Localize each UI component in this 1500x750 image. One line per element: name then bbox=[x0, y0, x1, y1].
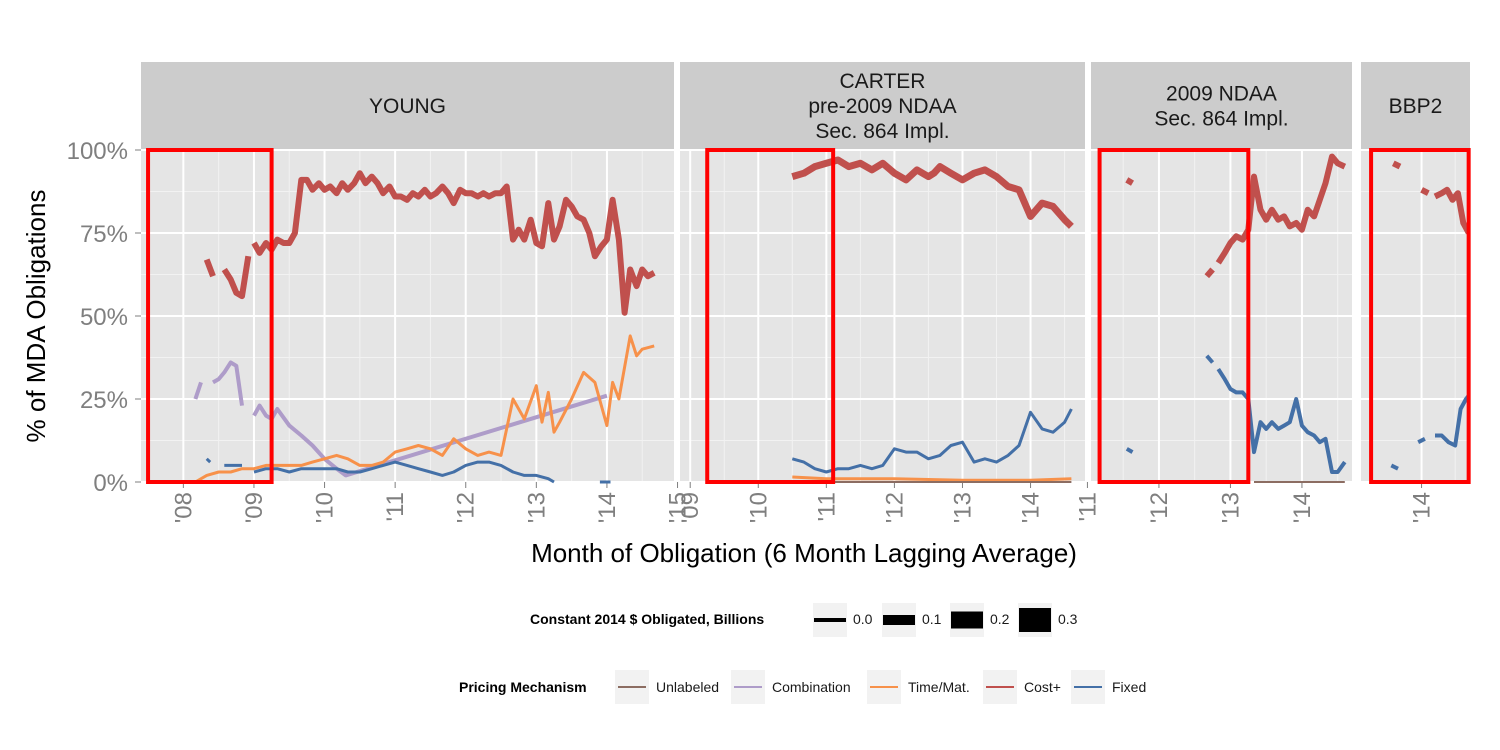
x-tick-label: '13 bbox=[949, 492, 976, 523]
series-line-fixed bbox=[791, 408, 1073, 474]
size-legend-title: Constant 2014 $ Obligated, Billions bbox=[530, 611, 764, 627]
facet-strip bbox=[680, 62, 1085, 150]
series-layer bbox=[1390, 160, 1470, 471]
highlight-box bbox=[705, 148, 836, 484]
facet-strip-label: CARTER bbox=[840, 70, 926, 93]
x-axis-title: Month of Obligation (6 Month Lagging Ave… bbox=[531, 538, 1077, 568]
x-tick-label: '12 bbox=[453, 492, 480, 523]
x-tick-label: '14 bbox=[1409, 492, 1436, 523]
series-layer bbox=[1125, 153, 1347, 483]
highlight-box bbox=[146, 148, 274, 484]
series-line-cost bbox=[791, 156, 1074, 229]
x-tick-label: '10 bbox=[745, 492, 772, 523]
y-tick-label: 50% bbox=[80, 304, 128, 331]
series-layer bbox=[193, 170, 656, 484]
x-tick-label: '12 bbox=[1146, 492, 1173, 523]
x-tick-label: '11 bbox=[813, 492, 840, 522]
size-legend-label: 0.2 bbox=[990, 611, 1010, 627]
x-tick-label: '11 bbox=[382, 492, 409, 522]
highlight-box bbox=[1369, 148, 1471, 484]
y-axis: 0% 25% 50% 75% 100% bbox=[67, 138, 141, 497]
color-legend-label: Unlabeled bbox=[656, 679, 719, 695]
series-line-cost bbox=[203, 258, 216, 278]
series-line-cost bbox=[1433, 186, 1470, 235]
x-tick-label: '09 bbox=[241, 492, 268, 523]
facet-strip-label: YOUNG bbox=[369, 95, 446, 118]
facet-panels: YOUNG'08'09'10'11'12'13'14'15CARTERpre-2… bbox=[141, 62, 1471, 523]
color-legend-label: Cost+ bbox=[1024, 679, 1061, 695]
x-tick-label: '13 bbox=[523, 492, 550, 523]
x-tick-label: '12 bbox=[881, 492, 908, 523]
facet-strip bbox=[141, 62, 674, 150]
facet-panel: BBP2 '14 bbox=[1361, 62, 1471, 523]
facet-strip-label: pre-2009 NDAA bbox=[808, 95, 956, 118]
series-line-fixed bbox=[1205, 354, 1215, 364]
x-tick-label: '10 bbox=[312, 492, 339, 523]
series-line-cost bbox=[1204, 267, 1215, 279]
size-legend-label: 0.1 bbox=[922, 611, 942, 627]
series-line-fixed bbox=[205, 457, 212, 464]
series-line-fixed bbox=[1216, 368, 1347, 474]
series-line-cost bbox=[221, 255, 252, 300]
y-axis-title: % of MDA Obligations bbox=[21, 190, 51, 443]
color-legend-label: Time/Mat. bbox=[908, 679, 970, 695]
color-legend-label: Fixed bbox=[1112, 679, 1146, 695]
x-tick-label: '13 bbox=[1217, 492, 1244, 523]
y-tick-label: 25% bbox=[80, 387, 128, 414]
x-tick-label: '14 bbox=[1018, 492, 1045, 523]
series-line-cost bbox=[251, 170, 656, 316]
series-line-fixed bbox=[1435, 394, 1470, 448]
facet-strip-label: 2009 NDAA bbox=[1166, 83, 1277, 106]
x-tick-label: '14 bbox=[1289, 492, 1316, 523]
x-tick-label: '14 bbox=[594, 492, 621, 523]
series-line-time-mat bbox=[792, 475, 1072, 482]
series-line-time-mat bbox=[194, 334, 655, 484]
series-layer bbox=[791, 156, 1074, 483]
series-line-fixed bbox=[1125, 447, 1134, 454]
color-legend-label: Combination bbox=[772, 679, 851, 695]
series-line-combination bbox=[193, 381, 203, 400]
x-tick-label: '09 bbox=[677, 492, 704, 523]
series-line-cost bbox=[1215, 153, 1347, 265]
size-legend-label: 0.0 bbox=[853, 611, 873, 627]
y-tick-label: 75% bbox=[80, 221, 128, 248]
facet-panel: YOUNG '08 '09 '10 '11 '12 '13 '14 '15 bbox=[141, 62, 692, 523]
color-legend-title: Pricing Mechanism bbox=[459, 679, 587, 695]
highlight-box bbox=[1097, 148, 1251, 484]
series-line-combination bbox=[211, 360, 244, 406]
facet-strip-label: Sec. 864 Impl. bbox=[1154, 108, 1288, 131]
facet-strip bbox=[1091, 62, 1352, 150]
series-line-fixed bbox=[1390, 463, 1399, 471]
x-tick-label: '15 bbox=[665, 492, 692, 523]
y-tick-label: 0% bbox=[93, 470, 128, 497]
facet-strip-label: Sec. 864 Impl. bbox=[815, 120, 949, 143]
series-line-fixed bbox=[1417, 437, 1426, 444]
size-legend-label: 0.3 bbox=[1058, 611, 1078, 627]
size-legend: Constant 2014 $ Obligated, Billions 0.0 0.… bbox=[530, 603, 1078, 637]
series-line-fixed bbox=[253, 460, 555, 484]
series-line-cost bbox=[1125, 177, 1135, 186]
series-line-cost bbox=[1391, 160, 1402, 170]
color-legend: Pricing Mechanism Unlabeled Combination Tim… bbox=[459, 670, 1146, 704]
x-tick-label: '11 bbox=[1074, 492, 1101, 522]
x-tick-label: '08 bbox=[170, 492, 197, 523]
facet-strip bbox=[1361, 62, 1470, 150]
series-line-cost bbox=[1420, 187, 1430, 196]
y-tick-label: 100% bbox=[67, 138, 128, 165]
facet-strip-label: BBP2 bbox=[1389, 95, 1443, 118]
